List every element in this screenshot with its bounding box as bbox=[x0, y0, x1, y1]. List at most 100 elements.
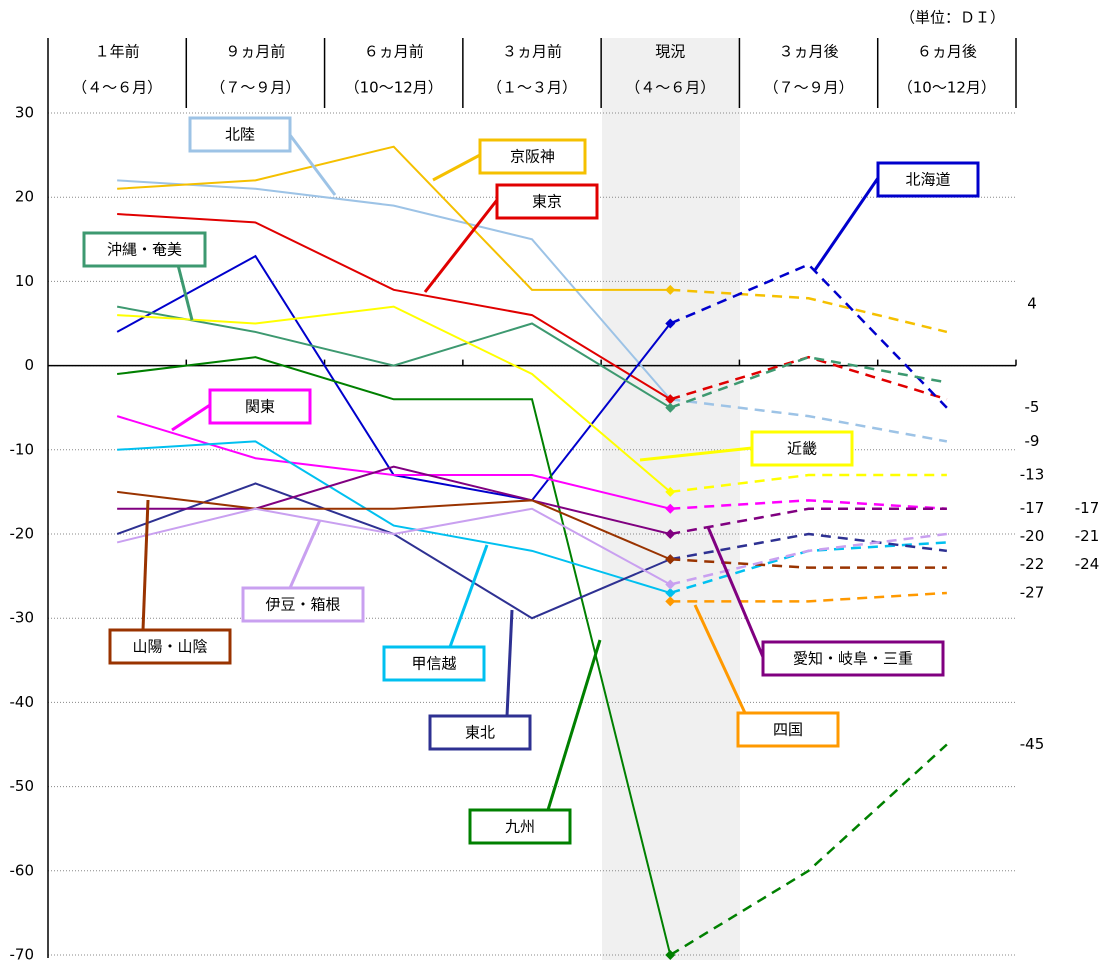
current-marker bbox=[665, 950, 676, 960]
end-value-label: -17 bbox=[1075, 499, 1100, 517]
current-marker bbox=[665, 402, 676, 413]
callout-box bbox=[876, 161, 980, 198]
forecast-line bbox=[670, 288, 948, 334]
current-marker bbox=[665, 554, 676, 565]
callout-leader bbox=[171, 403, 211, 432]
callout-leader bbox=[706, 526, 765, 658]
end-value-label: -20 bbox=[1020, 527, 1045, 545]
callout-leader bbox=[693, 604, 747, 714]
forecast-line bbox=[669, 355, 948, 401]
current-marker bbox=[665, 579, 676, 590]
forecast-line bbox=[669, 532, 948, 586]
legend-label: 沖縄・奄美 bbox=[107, 241, 182, 259]
end-value-label: -24 bbox=[1075, 555, 1100, 573]
forecast-line bbox=[670, 499, 947, 510]
legend-label: 北陸 bbox=[225, 126, 255, 144]
callout-leader bbox=[448, 544, 489, 648]
series-line bbox=[117, 465, 671, 535]
y-tick-label: -50 bbox=[10, 777, 35, 795]
callout-box bbox=[241, 586, 365, 623]
callout-box bbox=[208, 388, 312, 425]
column-subheader: （７～９月） bbox=[210, 79, 300, 97]
series-line bbox=[116, 507, 671, 586]
current-marker bbox=[665, 596, 676, 607]
forecast-line bbox=[670, 507, 947, 536]
end-value-label: -5 bbox=[1025, 398, 1040, 416]
legend-label: 東京 bbox=[532, 193, 562, 211]
legend-label: 関東 bbox=[245, 398, 275, 416]
series-line bbox=[117, 145, 671, 291]
callout-box bbox=[495, 183, 599, 220]
end-value-label: -45 bbox=[1020, 735, 1045, 753]
legend-label: 東北 bbox=[465, 724, 495, 742]
callout-leader bbox=[423, 199, 499, 293]
legend-label: 京阪神 bbox=[510, 148, 555, 166]
current-marker bbox=[665, 486, 676, 497]
forecast-line bbox=[670, 591, 947, 603]
current-marker bbox=[665, 284, 676, 295]
callout-box bbox=[108, 628, 232, 665]
y-tick-label: 30 bbox=[15, 104, 34, 122]
callout-leader bbox=[546, 639, 602, 811]
end-value-label: -27 bbox=[1020, 583, 1045, 601]
y-tick-label: -20 bbox=[10, 525, 35, 543]
series-line bbox=[117, 179, 672, 400]
legend-label: 北海道 bbox=[905, 171, 950, 189]
column-subheader: （10～12月） bbox=[898, 79, 996, 97]
end-value-label: -22 bbox=[1020, 555, 1045, 573]
callout-leader bbox=[288, 134, 337, 196]
y-tick-label: -10 bbox=[10, 440, 35, 458]
series-line bbox=[117, 305, 671, 493]
callout-box bbox=[478, 138, 587, 175]
forecast-line bbox=[669, 743, 948, 957]
current-marker bbox=[665, 318, 676, 329]
forecast-line bbox=[670, 398, 948, 443]
end-value-label: -21 bbox=[1075, 527, 1100, 545]
current-marker bbox=[665, 529, 676, 539]
current-marker bbox=[665, 394, 676, 405]
current-marker bbox=[665, 587, 676, 598]
callout-box bbox=[468, 808, 572, 845]
y-tick-label: 0 bbox=[24, 356, 34, 374]
legend-label: 近畿 bbox=[787, 440, 817, 458]
series-line bbox=[117, 356, 672, 956]
column-header: ３ヵ月後 bbox=[779, 43, 839, 61]
series-line bbox=[117, 213, 671, 401]
legend-label: 四国 bbox=[773, 721, 803, 739]
series-line bbox=[116, 305, 671, 409]
legend-label: 山陽・山陰 bbox=[132, 638, 207, 656]
column-subheader: （７～９月） bbox=[764, 79, 854, 97]
callout-leader bbox=[432, 153, 481, 182]
legend-label: 甲信越 bbox=[411, 655, 456, 673]
forecast-line bbox=[670, 473, 947, 494]
callout-box bbox=[761, 640, 945, 677]
end-value-label: -13 bbox=[1020, 466, 1045, 484]
series-line bbox=[116, 482, 671, 620]
callout-leader bbox=[639, 446, 753, 462]
callout-box bbox=[82, 231, 207, 268]
callout-box bbox=[750, 430, 854, 467]
y-tick-label: 10 bbox=[15, 272, 34, 290]
legend-label: 愛知・岐阜・三重 bbox=[793, 650, 913, 668]
legend-label: 九州 bbox=[505, 818, 535, 836]
column-header: ３ヵ月前 bbox=[502, 43, 562, 61]
end-value-label: -9 bbox=[1025, 432, 1040, 450]
column-header: 現況 bbox=[655, 43, 685, 61]
column-header: ９ヵ月前 bbox=[225, 43, 285, 61]
callout-box bbox=[382, 645, 486, 682]
callout-box bbox=[188, 116, 292, 153]
forecast-line bbox=[670, 558, 947, 569]
callout-leader bbox=[813, 177, 880, 271]
column-subheader: （４～６月） bbox=[625, 79, 715, 97]
column-subheader: （10～12月） bbox=[345, 79, 443, 97]
callout-leader bbox=[176, 264, 194, 321]
series-line bbox=[117, 440, 671, 594]
callout-box bbox=[428, 714, 532, 751]
column-header: １年前 bbox=[95, 43, 140, 61]
callout-leader bbox=[141, 499, 150, 631]
column-header: ６ヵ月後 bbox=[917, 43, 977, 61]
series-line bbox=[116, 254, 672, 502]
y-tick-label: -30 bbox=[10, 609, 35, 627]
current-band bbox=[602, 38, 740, 960]
